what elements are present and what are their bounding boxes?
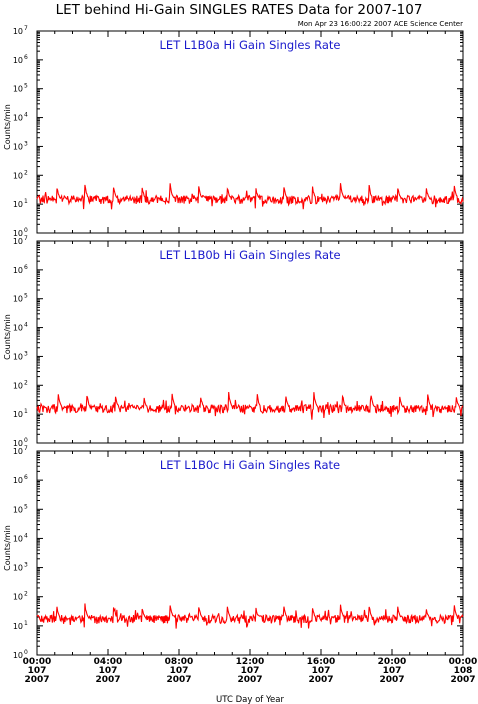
x-tick-label-line: 2007 (166, 675, 191, 685)
x-tick-label-line: 2007 (379, 675, 404, 685)
y-tick-exponent: 3 (24, 350, 28, 357)
y-tick-label: 10 (13, 324, 23, 333)
y-tick-exponent: 5 (24, 83, 28, 90)
y-tick-label: 10 (13, 622, 23, 631)
y-tick-label: 10 (13, 564, 23, 573)
y-axis-label: Counts/min (3, 525, 12, 571)
y-tick-label: 10 (13, 410, 23, 419)
y-tick-label: 10 (13, 56, 23, 65)
y-tick-exponent: 6 (24, 54, 28, 61)
x-tick-label-line: 108 (454, 666, 473, 676)
y-tick-label: 10 (13, 142, 23, 151)
figure-title: LET behind Hi-Gain SINGLES RATES Data fo… (56, 2, 423, 18)
y-tick-label: 10 (13, 534, 23, 543)
y-tick-label: 10 (13, 439, 23, 448)
y-tick-exponent: 2 (24, 169, 28, 176)
y-tick-exponent: 0 (24, 437, 28, 444)
y-tick-exponent: 7 (24, 25, 28, 32)
y-tick-exponent: 6 (24, 474, 28, 481)
panel-title: LET L1B0b Hi Gain Singles Rate (159, 248, 340, 262)
y-tick-exponent: 2 (24, 379, 28, 386)
panel-frame (36, 450, 464, 656)
x-tick-label-line: 2007 (95, 675, 120, 685)
y-tick-label: 10 (13, 447, 23, 456)
y-tick-exponent: 5 (24, 293, 28, 300)
y-tick-exponent: 7 (24, 445, 28, 452)
y-tick-label: 10 (13, 381, 23, 390)
x-tick-label-line: 107 (99, 666, 118, 676)
y-tick-label: 10 (13, 476, 23, 485)
y-tick-label: 10 (13, 651, 23, 660)
y-tick-label: 10 (13, 114, 23, 123)
timestamp: Mon Apr 23 16:00:22 2007 ACE Science Cen… (298, 20, 463, 28)
y-tick-exponent: 6 (24, 264, 28, 271)
y-axis-label: Counts/min (3, 314, 12, 360)
x-tick-label-line: 107 (312, 666, 331, 676)
x-tick-label-line: 00:00 (23, 657, 52, 667)
x-tick-label-line: 2007 (450, 675, 475, 685)
y-tick-exponent: 1 (24, 198, 28, 205)
panel-title: LET L1B0a Hi Gain Singles Rate (160, 38, 341, 52)
y-tick-exponent: 3 (24, 562, 28, 569)
y-tick-exponent: 1 (24, 620, 28, 627)
y-tick-label: 10 (13, 505, 23, 514)
x-tick-label-line: 107 (241, 666, 260, 676)
y-tick-label: 10 (13, 352, 23, 361)
x-tick-label-line: 16:00 (307, 657, 336, 667)
y-tick-exponent: 2 (24, 591, 28, 598)
x-tick-label-line: 20:00 (378, 657, 407, 667)
x-tick-label-line: 107 (28, 666, 47, 676)
y-tick-exponent: 4 (24, 112, 28, 119)
y-tick-exponent: 5 (24, 503, 28, 510)
y-tick-exponent: 3 (24, 140, 28, 147)
y-tick-label: 10 (13, 266, 23, 275)
y-tick-label: 10 (13, 85, 23, 94)
y-tick-label: 10 (13, 27, 23, 36)
y-axis-label: Counts/min (3, 104, 12, 150)
x-tick-label-line: 107 (383, 666, 402, 676)
y-tick-label: 10 (13, 171, 23, 180)
y-tick-exponent: 0 (24, 227, 28, 234)
y-tick-label: 10 (13, 295, 23, 304)
y-tick-label: 10 (13, 200, 23, 209)
panel-frame (36, 240, 464, 444)
series-line (36, 183, 464, 210)
panel-title: LET L1B0c Hi Gain Singles Rate (160, 458, 340, 472)
x-tick-label-line: 107 (170, 666, 189, 676)
y-tick-label: 10 (13, 593, 23, 602)
series-line (36, 391, 464, 420)
x-tick-label-line: 2007 (237, 675, 262, 685)
x-tick-label-line: 2007 (308, 675, 333, 685)
y-tick-label: 10 (13, 237, 23, 246)
x-tick-label-line: 2007 (24, 675, 49, 685)
y-tick-exponent: 0 (24, 649, 28, 656)
y-tick-label: 10 (13, 229, 23, 238)
x-tick-label-line: 08:00 (165, 657, 194, 667)
y-tick-exponent: 4 (24, 322, 28, 329)
x-tick-label-line: 00:00 (449, 657, 478, 667)
x-axis-label: UTC Day of Year (216, 695, 284, 704)
x-axis: 00:00107200704:00107200708:00107200712:0… (23, 657, 478, 685)
y-tick-exponent: 4 (24, 532, 28, 539)
y-tick-exponent: 1 (24, 408, 28, 415)
x-tick-label-line: 12:00 (236, 657, 265, 667)
series-line (36, 603, 464, 629)
x-tick-label-line: 04:00 (94, 657, 123, 667)
y-tick-exponent: 7 (24, 235, 28, 242)
